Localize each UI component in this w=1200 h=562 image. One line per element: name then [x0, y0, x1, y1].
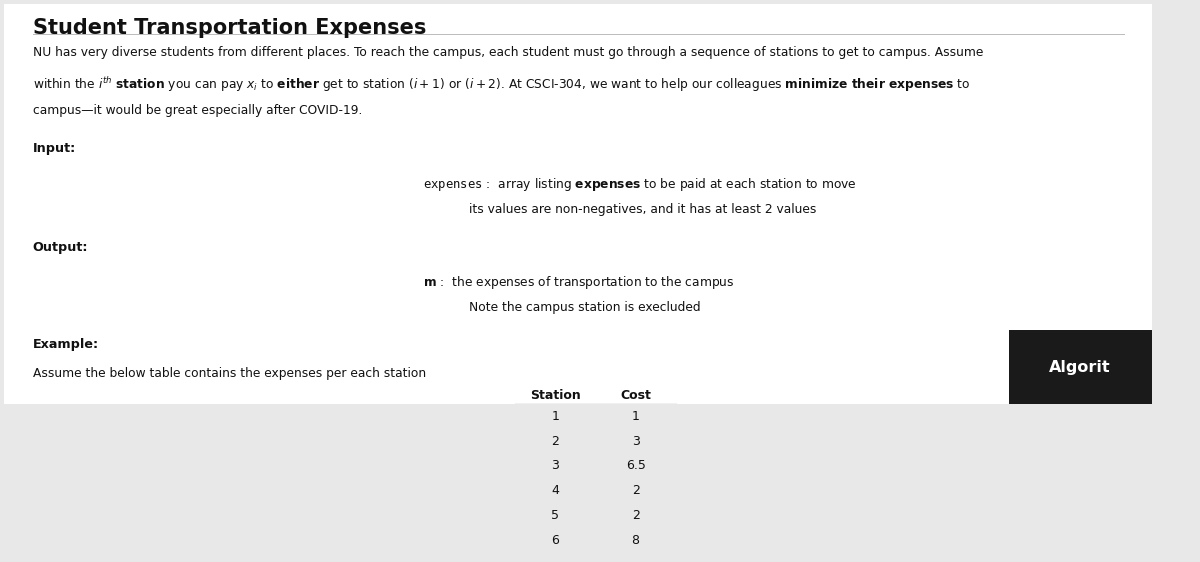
Text: 3: 3 — [631, 434, 640, 447]
Text: 1: 1 — [551, 410, 559, 423]
Text: Assume the below table contains the expenses per each station: Assume the below table contains the expe… — [32, 366, 426, 379]
Text: Output:: Output: — [32, 241, 89, 254]
FancyBboxPatch shape — [515, 454, 676, 478]
Text: 6.5: 6.5 — [625, 459, 646, 472]
Text: $\mathtt{expenses}$ :  array listing $\bf{expenses}$ to be paid at each station : $\mathtt{expenses}$ : array listing $\bf… — [424, 176, 857, 193]
Text: campus—it would be great especially after COVID-19.: campus—it would be great especially afte… — [32, 104, 362, 117]
FancyBboxPatch shape — [1009, 330, 1152, 404]
Text: 5: 5 — [551, 509, 559, 522]
Text: 2: 2 — [631, 484, 640, 497]
Text: 1: 1 — [631, 410, 640, 423]
Text: NU has very diverse students from different places. To reach the campus, each st: NU has very diverse students from differ… — [32, 46, 983, 59]
Text: Student Transportation Expenses: Student Transportation Expenses — [32, 18, 426, 38]
Text: 8: 8 — [631, 534, 640, 547]
Text: Example:: Example: — [32, 338, 98, 351]
Text: its values are non-negatives, and it has at least 2 values: its values are non-negatives, and it has… — [469, 203, 816, 216]
FancyBboxPatch shape — [515, 528, 676, 552]
Text: Cost: Cost — [620, 388, 652, 402]
FancyBboxPatch shape — [515, 478, 676, 503]
FancyBboxPatch shape — [515, 429, 676, 454]
Text: Input:: Input: — [32, 142, 76, 155]
Text: 2: 2 — [631, 509, 640, 522]
Text: $\bf{m}$ :  the expenses of transportation to the campus: $\bf{m}$ : the expenses of transportatio… — [424, 274, 734, 291]
Text: Note the campus station is execluded: Note the campus station is execluded — [469, 301, 701, 314]
FancyBboxPatch shape — [515, 503, 676, 528]
Text: within the $i^{th}$ $\bf{station}$ you can pay $x_i$ to $\bf{either}$ get to sta: within the $i^{th}$ $\bf{station}$ you c… — [32, 75, 971, 94]
FancyBboxPatch shape — [515, 404, 676, 429]
Text: Station: Station — [530, 388, 581, 402]
FancyBboxPatch shape — [4, 4, 1152, 404]
Text: 4: 4 — [551, 484, 559, 497]
Text: Algorit: Algorit — [1049, 360, 1111, 375]
Text: 3: 3 — [551, 459, 559, 472]
Text: 2: 2 — [551, 434, 559, 447]
Text: 6: 6 — [551, 534, 559, 547]
